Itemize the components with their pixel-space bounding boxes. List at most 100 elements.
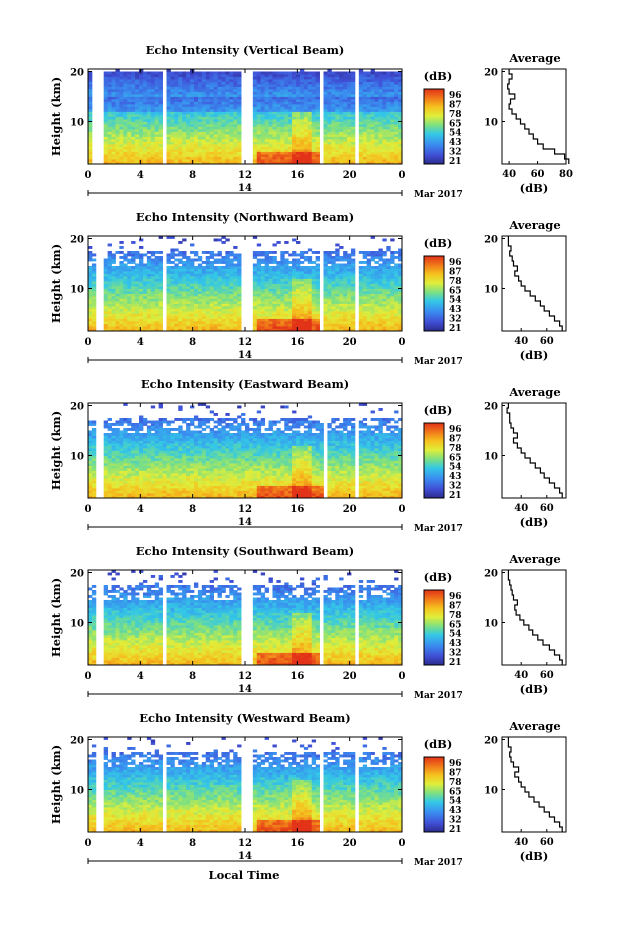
heatmap-cell — [111, 76, 116, 80]
heatmap-cell — [158, 251, 163, 254]
heatmap-cell — [252, 79, 258, 82]
heatmap-cell — [331, 99, 336, 102]
heatmap-cell — [382, 161, 387, 165]
heatmap-cell — [358, 316, 364, 319]
heatmap-cell — [370, 298, 375, 302]
heatmap-cell — [347, 156, 352, 160]
heatmap-cell — [209, 288, 215, 292]
heatmap-cell — [343, 89, 348, 92]
heatmap-cell — [103, 159, 109, 162]
heatmap-cell — [186, 263, 191, 267]
heatmap-cell — [225, 298, 230, 302]
heatmap-cell — [358, 278, 364, 282]
heatmap-cell — [390, 149, 395, 152]
heatmap-cell — [335, 109, 340, 112]
heatmap-cell — [91, 328, 97, 332]
heatmap-cell — [398, 106, 403, 110]
heatmap-cell — [225, 321, 230, 324]
heatmap-cell — [115, 69, 120, 72]
colorbar-tick-label: 43 — [449, 305, 462, 315]
heatmap-cell — [378, 156, 383, 160]
heatmap-cell — [292, 298, 297, 302]
heatmap-cell — [103, 306, 109, 309]
heatmap-cell — [358, 144, 364, 147]
heatmap-cell — [186, 306, 191, 309]
heatmap-cell — [205, 129, 211, 132]
heatmap-cell — [103, 283, 109, 287]
heatmap-cell — [343, 139, 348, 142]
heatmap-cell — [186, 308, 191, 312]
heatmap-cell — [170, 251, 175, 254]
heatmap-cell — [362, 79, 368, 82]
heatmap-cell — [115, 306, 120, 309]
heatmap-cell — [178, 154, 183, 157]
heatmap-cell — [209, 316, 215, 319]
heatmap-cell — [123, 328, 128, 332]
heatmap-cell — [88, 161, 93, 165]
heatmap-cell — [339, 313, 344, 317]
heatmap-cell — [299, 281, 305, 284]
heatmap-cell — [350, 278, 356, 282]
heatmap-cell — [280, 94, 285, 97]
heatmap-cell — [276, 154, 281, 157]
heatmap-cell — [256, 106, 262, 110]
heatmap-cell — [343, 131, 348, 135]
heatmap-cell — [88, 121, 93, 125]
heatmap-cell — [119, 96, 124, 100]
heatmap-cell — [213, 278, 218, 282]
heatmap-cell — [111, 293, 116, 297]
heatmap-cell — [299, 301, 305, 304]
heatmap-cell — [139, 303, 144, 307]
heatmap-cell — [115, 251, 120, 254]
heatmap-cell — [221, 86, 226, 90]
heatmap-cell — [201, 101, 207, 105]
heatmap-cell — [88, 106, 93, 110]
heatmap-cell — [307, 94, 313, 97]
heatmap-cell — [378, 151, 383, 155]
heatmap-cell — [252, 306, 258, 309]
heatmap-cell — [111, 111, 116, 115]
heatmap-cell — [150, 161, 156, 165]
heatmap-cell — [131, 89, 136, 92]
heatmap-cell — [292, 74, 297, 77]
heatmap-cell — [213, 106, 218, 110]
heatmap-cell — [186, 156, 191, 160]
heatmap-cell — [158, 89, 163, 92]
heatmap-cell — [296, 139, 301, 142]
heatmap-cell — [331, 323, 336, 327]
heatmap-cell — [323, 288, 328, 292]
heatmap-cell — [280, 326, 285, 329]
heatmap-cell — [288, 76, 293, 80]
heatmap-cell — [382, 311, 387, 314]
heatmap-cell — [193, 99, 199, 102]
heatmap-cell — [374, 121, 379, 125]
heatmap-cell — [193, 296, 199, 299]
heatmap-cell — [370, 129, 375, 132]
heatmap-cell — [299, 293, 305, 297]
heatmap-cell — [378, 126, 383, 130]
heatmap-cell — [190, 91, 195, 95]
heatmap-cell — [323, 99, 328, 102]
heatmap-cell — [135, 131, 140, 135]
heatmap-cell — [362, 276, 368, 279]
heatmap-cell — [394, 114, 399, 117]
heatmap-cell — [343, 298, 348, 302]
heatmap-cell — [362, 96, 368, 100]
heatmap-cell — [315, 76, 320, 80]
heatmap-cell — [335, 323, 340, 327]
heatmap-cell — [229, 104, 234, 107]
heatmap-cell — [398, 139, 403, 142]
heatmap-cell — [386, 126, 391, 130]
heatmap-cell — [335, 288, 340, 292]
heatmap-cell — [311, 161, 317, 165]
heatmap-cell — [327, 94, 332, 97]
heatmap-cell — [111, 71, 116, 75]
heatmap-cell — [366, 161, 372, 165]
heatmap-cell — [209, 323, 215, 327]
heatmap-cell — [331, 281, 336, 284]
heatmap-cell — [115, 134, 120, 137]
heatmap-cell — [107, 266, 112, 269]
heatmap-cell — [190, 303, 195, 307]
heatmap-cell — [276, 71, 281, 75]
heatmap-cell — [260, 251, 266, 254]
